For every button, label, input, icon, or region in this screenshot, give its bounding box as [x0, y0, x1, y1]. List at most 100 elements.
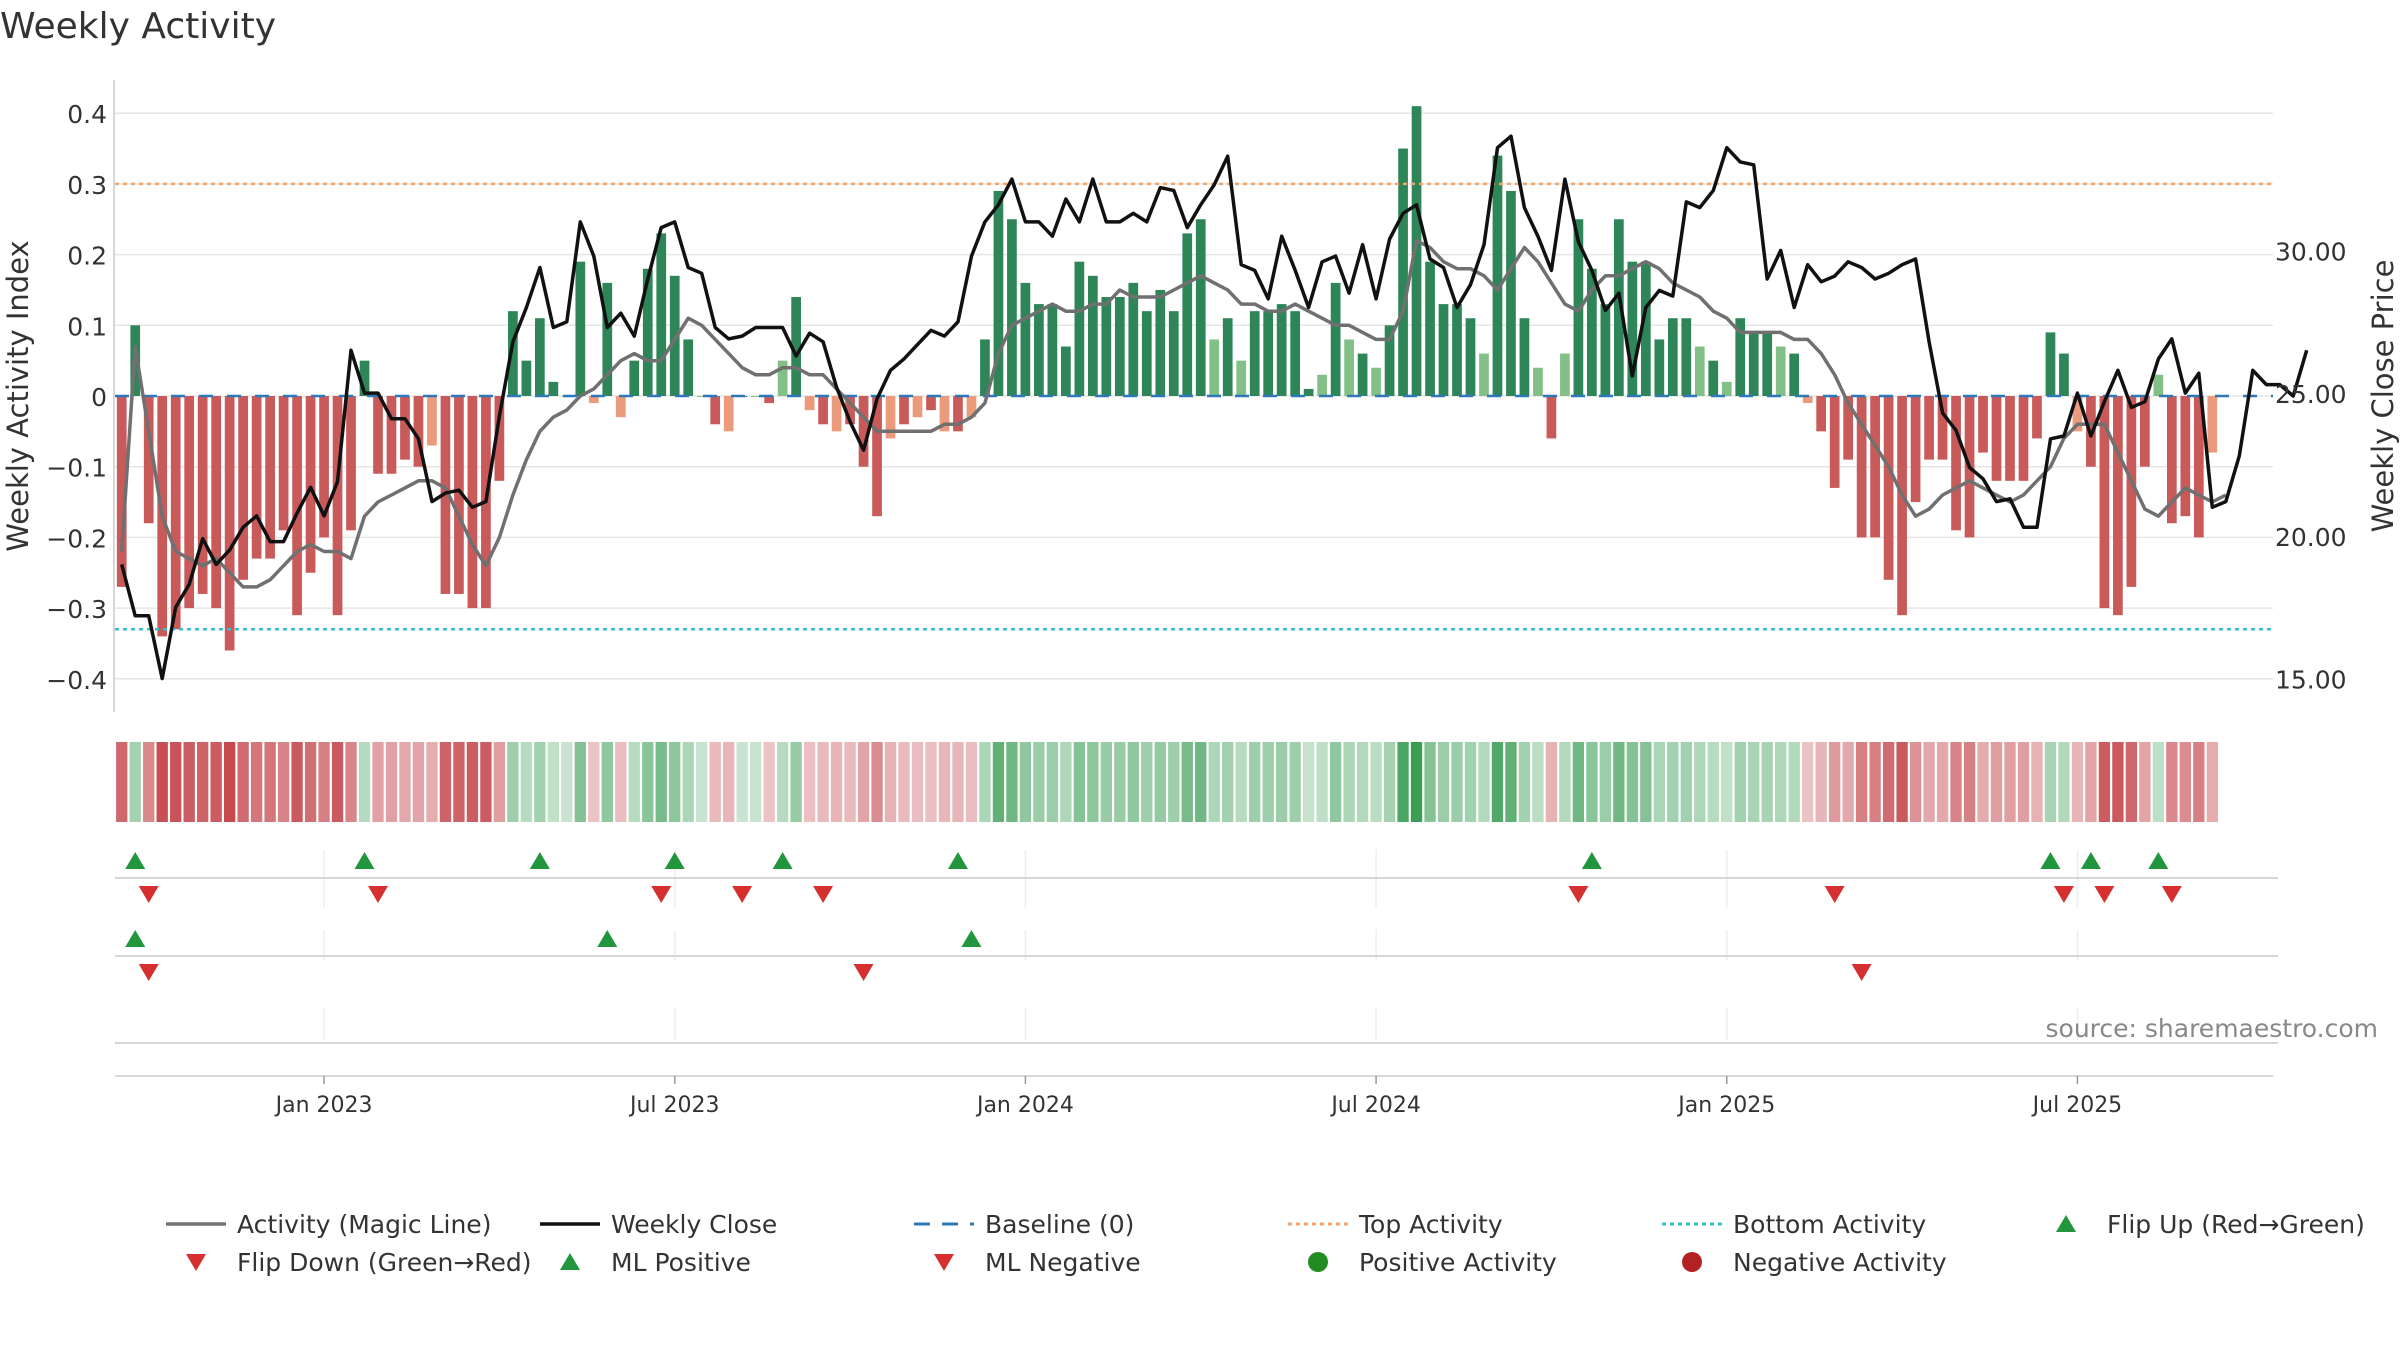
activity-bar: [2072, 396, 2083, 432]
heat-cell: [1410, 742, 1423, 822]
activity-bar: [1357, 353, 1368, 396]
heat-cell: [1505, 742, 1517, 822]
left-tick-label: 0: [91, 383, 107, 412]
left-tick-label: −0.2: [46, 524, 107, 553]
flip-down-marker: [732, 886, 753, 903]
activity-bar: [683, 339, 694, 396]
heat-cell: [1640, 742, 1652, 822]
activity-bar: [1600, 304, 1611, 396]
heat-cell: [345, 742, 357, 822]
right-tick-label: 20.00: [2275, 523, 2347, 552]
heat-cell: [1478, 742, 1490, 822]
heat-cell: [116, 742, 128, 822]
legend-swatch: [1308, 1252, 1328, 1272]
heat-cell: [129, 742, 141, 822]
heat-cell: [1518, 742, 1531, 822]
legend-label: Activity (Magic Line): [237, 1210, 491, 1239]
heat-cell: [399, 742, 411, 822]
activity-bar: [1128, 282, 1139, 396]
heat-cell: [1748, 742, 1760, 822]
activity-bar: [588, 396, 599, 404]
heat-cell: [1936, 742, 1949, 822]
legend-swatch: [934, 1254, 954, 1271]
heat-cell: [197, 742, 209, 822]
activity-bar: [1924, 396, 1934, 460]
activity-bar: [1020, 282, 1031, 396]
source-annotation: source: sharemaestro.com: [2046, 1014, 2379, 1043]
heat-cell: [385, 742, 398, 822]
heat-cell: [669, 742, 681, 822]
activity-bar: [1951, 396, 1961, 531]
heat-cell: [143, 742, 155, 822]
heat-cell: [736, 742, 748, 822]
heat-cell: [156, 742, 168, 822]
activity-bar: [1721, 381, 1732, 396]
right-axis-label: Weekly Close Price: [2366, 260, 2400, 533]
activity-bar: [1640, 261, 1651, 396]
activity-bar: [1627, 261, 1638, 396]
activity-bar: [575, 261, 586, 396]
activity-bar: [1910, 396, 1921, 503]
heat-cell: [480, 742, 492, 822]
activity-bar: [1168, 311, 1179, 396]
heat-cell: [170, 742, 182, 822]
activity-bar: [1654, 339, 1665, 396]
flip-up-marker: [2040, 852, 2061, 869]
activity-bar: [2018, 396, 2029, 481]
heat-cell: [1855, 742, 1868, 822]
heat-cell: [507, 742, 519, 822]
heat-cell: [1613, 742, 1625, 822]
heat-cell: [1262, 742, 1274, 822]
activity-bar: [1897, 396, 1907, 616]
activity-bar: [1411, 106, 1422, 397]
heat-cell: [1424, 742, 1436, 822]
heat-cell: [1559, 742, 1571, 822]
heat-cell: [1734, 742, 1746, 822]
activity-bar: [548, 381, 559, 396]
left-axis: 0.4 0.3 0.2 0.1 0 −0.1 −0.2 −0.3 −0.4: [46, 80, 115, 712]
heat-cell: [1356, 742, 1369, 822]
activity-bar: [1708, 360, 1719, 396]
activity-bar: [1249, 311, 1260, 396]
heat-cell: [277, 742, 290, 822]
activity-bar: [872, 396, 882, 517]
legend-swatch: [186, 1254, 206, 1271]
heat-cell: [520, 742, 533, 822]
heat-cell: [615, 742, 627, 822]
legend-label: ML Negative: [985, 1248, 1141, 1277]
main-grid: [115, 112, 2273, 680]
heat-cell: [1896, 742, 1908, 822]
heat-cell: [1222, 742, 1234, 822]
signal-panels: [115, 850, 2278, 1044]
activity-bar: [1438, 304, 1449, 396]
heat-cell: [992, 742, 1005, 822]
activity-bar: [1843, 396, 1853, 460]
activity-bar: [332, 396, 343, 616]
activity-bar: [1533, 367, 1543, 396]
activity-bar: [2180, 396, 2191, 517]
heat-cell: [817, 742, 829, 822]
heat-cell: [588, 742, 600, 822]
heat-cell: [1383, 742, 1396, 822]
heat-cell: [1491, 742, 1504, 822]
flip-down-marker: [2094, 886, 2115, 903]
activity-bar: [359, 360, 370, 396]
ml-negative-marker: [853, 964, 874, 981]
heat-cell: [304, 742, 317, 822]
activity-bar: [2045, 332, 2056, 396]
heat-cell: [1437, 742, 1450, 822]
heat-cell: [1289, 742, 1301, 822]
flip-up-marker: [2080, 852, 2101, 869]
activity-bar: [494, 396, 505, 481]
heat-cell: [2044, 742, 2057, 822]
activity-bar: [319, 396, 329, 538]
activity-bar: [1614, 219, 1624, 396]
heat-cell: [547, 742, 560, 822]
heat-cell: [1302, 742, 1315, 822]
heat-cell: [642, 742, 654, 822]
heat-cell: [1046, 742, 1059, 822]
activity-bar: [1789, 353, 1800, 396]
flip-down-marker: [813, 886, 834, 903]
heat-cell: [1599, 742, 1612, 822]
heat-cell: [696, 742, 708, 822]
